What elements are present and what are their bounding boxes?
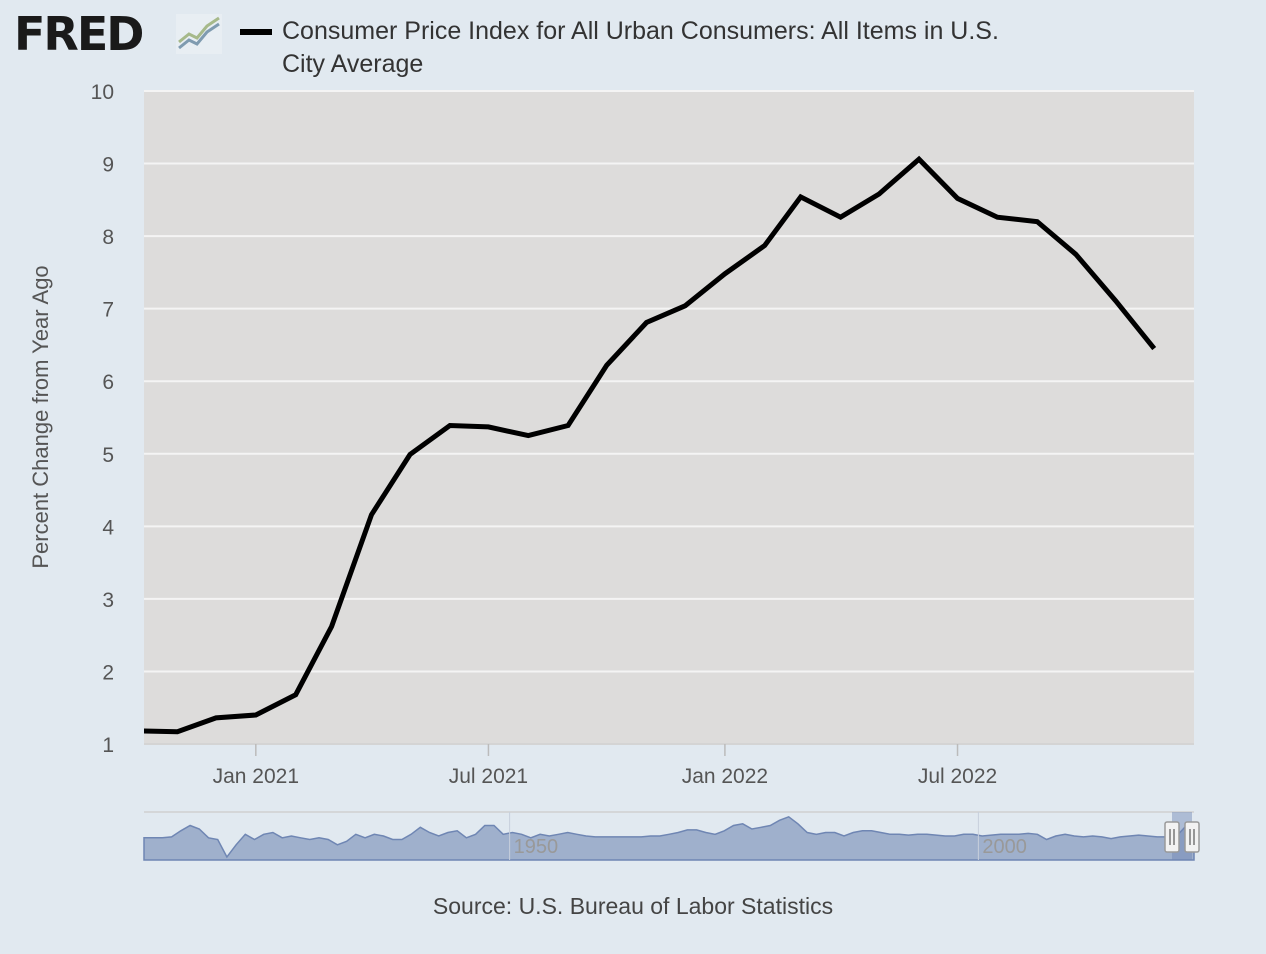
navigator-axis-label: 2000 [982,836,1027,858]
trend-lines-icon [176,14,222,54]
x-tick-label: Jul 2022 [918,765,997,788]
fred-logo[interactable]: FRED [14,7,144,61]
y-axis-label: Percent Change from Year Ago [28,265,53,568]
y-axis: 1 2 3 4 5 6 7 8 9 10 [91,81,115,757]
x-tick-label: Jan 2021 [213,765,299,788]
range-navigator[interactable]: 1950 2000 [143,811,1200,861]
navigator-left-handle[interactable] [1164,821,1180,853]
x-tick-label: Jan 2022 [682,765,768,788]
y-tick-label: 1 [102,734,114,757]
y-tick-label: 9 [102,154,114,177]
navigator-axis-label: 1950 [514,836,559,858]
y-tick-label: 8 [102,226,114,249]
y-tick-label: 4 [102,516,114,539]
x-tick-label: Jul 2021 [449,765,528,788]
x-axis: Jan 2021 Jul 2021 Jan 2022 Jul 2022 [144,743,1194,788]
navigator-right-handle[interactable] [1184,821,1200,853]
plot-background [144,91,1194,744]
y-tick-label: 10 [91,81,114,104]
y-tick-label: 5 [102,444,114,467]
chart-title: Consumer Price Index for All Urban Consu… [282,17,999,78]
series-line[interactable] [138,155,1157,735]
series-layer [138,155,1157,735]
legend-series-marker [240,29,272,35]
y-tick-label: 7 [102,299,114,322]
y-tick-label: 3 [102,589,114,612]
y-tick-label: 2 [102,661,114,684]
chart-header: FRED Consumer Price Index for All Urban … [0,0,1266,90]
navigator-series-area [143,815,1195,861]
y-tick-label: 6 [102,371,114,394]
source-note: Source: U.S. Bureau of Labor Statistics [432,893,834,919]
